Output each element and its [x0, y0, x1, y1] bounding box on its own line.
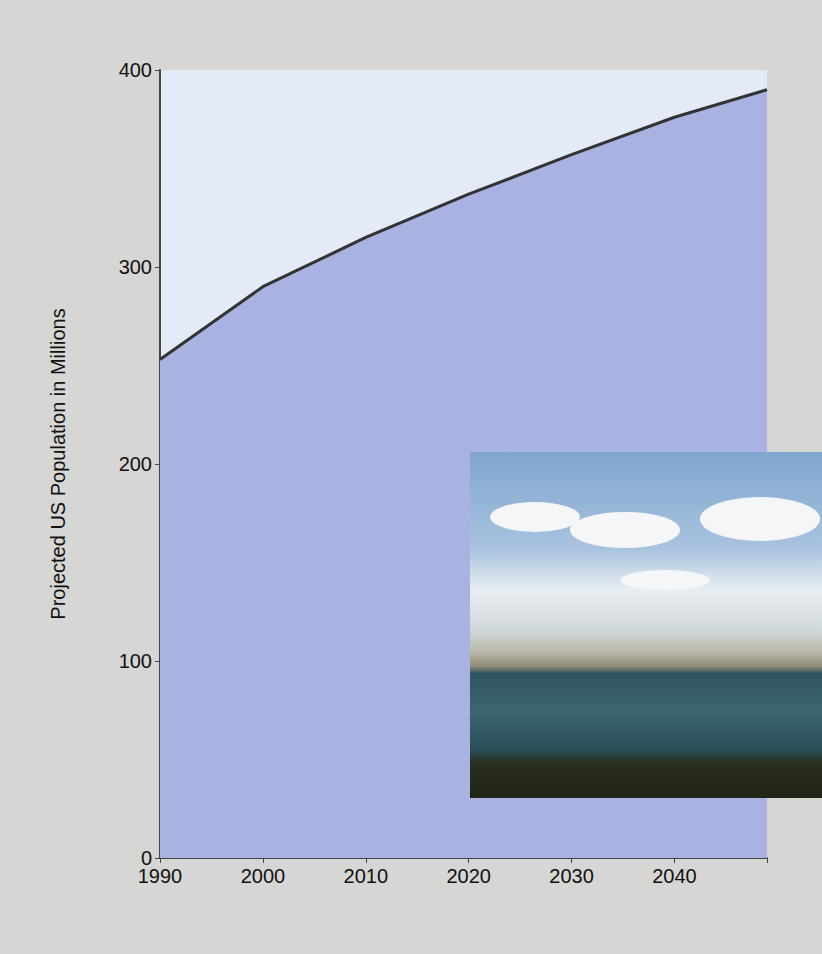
svg-text:200: 200 — [119, 453, 152, 475]
svg-text:Projected US Population in Mil: Projected US Population in Millions — [47, 308, 69, 619]
svg-text:100: 100 — [119, 650, 152, 672]
svg-text:2020: 2020 — [446, 865, 491, 887]
svg-text:1990: 1990 — [138, 865, 183, 887]
svg-text:300: 300 — [119, 256, 152, 278]
svg-text:0: 0 — [140, 847, 152, 869]
svg-text:2010: 2010 — [344, 865, 389, 887]
svg-text:2030: 2030 — [549, 865, 594, 887]
svg-text:2000: 2000 — [241, 865, 286, 887]
svg-text:400: 400 — [119, 59, 152, 81]
svg-text:2040: 2040 — [652, 865, 697, 887]
